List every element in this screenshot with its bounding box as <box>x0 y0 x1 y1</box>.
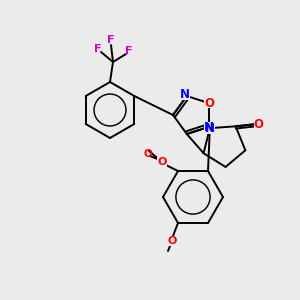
Text: F: F <box>94 44 102 54</box>
Bar <box>157 157 167 167</box>
Text: O: O <box>144 149 152 159</box>
Bar <box>204 98 214 108</box>
Text: N: N <box>205 122 215 135</box>
Bar <box>180 90 190 100</box>
Bar <box>254 119 264 129</box>
Bar <box>167 236 177 246</box>
Bar <box>204 122 214 132</box>
Text: F: F <box>107 35 115 45</box>
Text: N: N <box>204 121 214 134</box>
Text: F: F <box>125 46 133 56</box>
Bar <box>205 124 215 134</box>
Text: O: O <box>204 97 214 110</box>
Text: O: O <box>157 157 167 167</box>
Text: N: N <box>180 88 190 101</box>
Text: O: O <box>167 236 177 246</box>
Text: O: O <box>254 118 264 131</box>
